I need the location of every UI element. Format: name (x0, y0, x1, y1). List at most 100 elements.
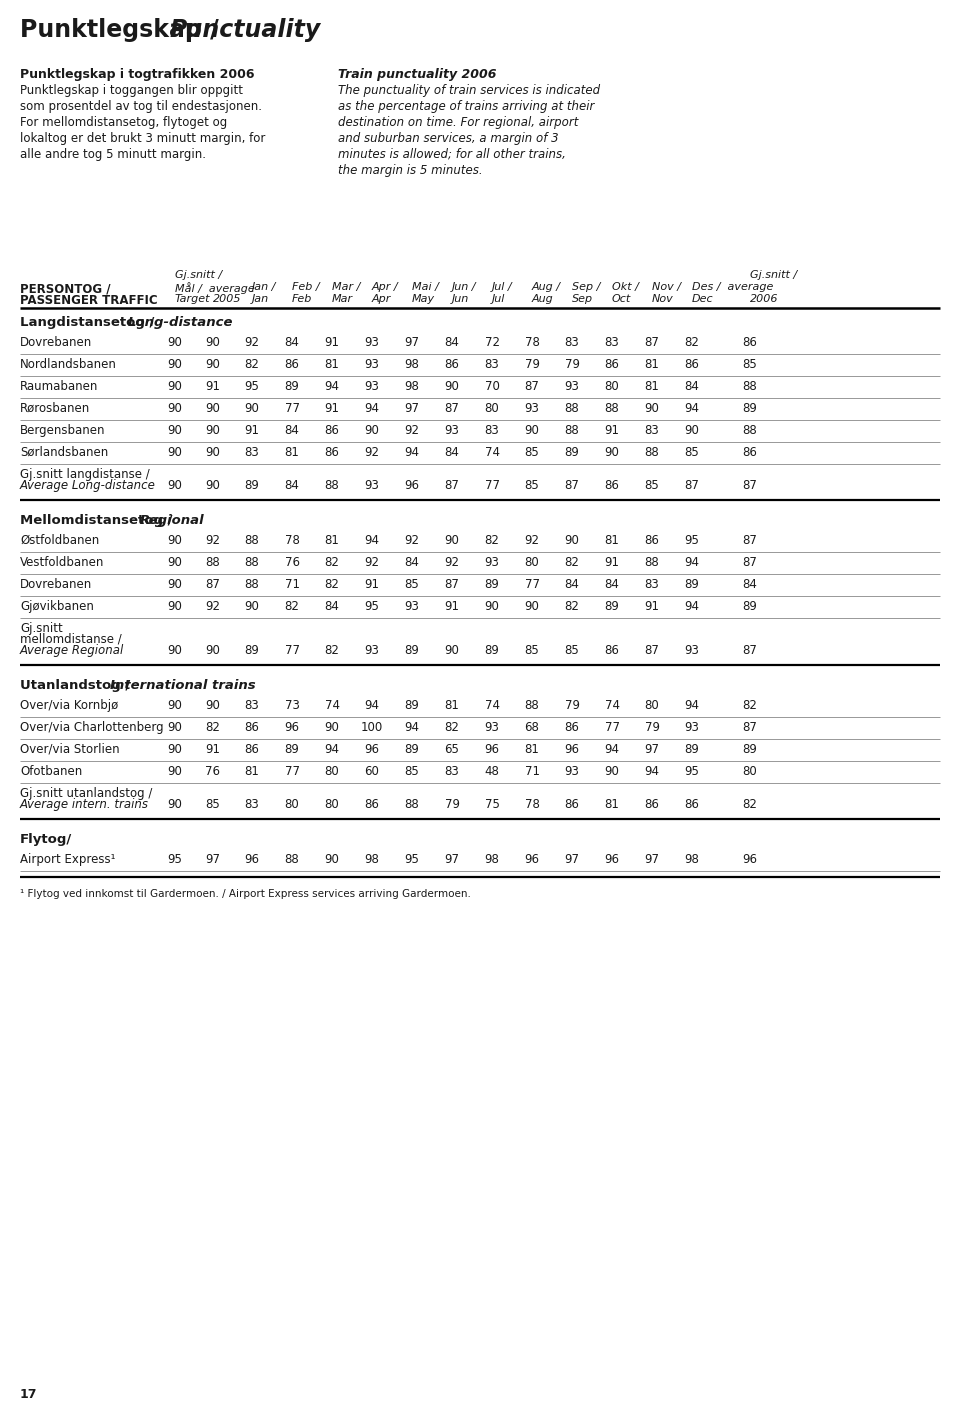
Text: 87: 87 (644, 643, 660, 658)
Text: 94: 94 (404, 446, 420, 459)
Text: 88: 88 (404, 799, 420, 811)
Text: 77: 77 (605, 721, 619, 734)
Text: 91: 91 (205, 380, 221, 394)
Text: 81: 81 (324, 533, 340, 547)
Text: May: May (412, 293, 435, 303)
Text: Punktlegskap i toggangen blir oppgitt: Punktlegskap i toggangen blir oppgitt (20, 85, 243, 97)
Text: 75: 75 (485, 799, 499, 811)
Text: 83: 83 (245, 446, 259, 459)
Text: 89: 89 (605, 600, 619, 612)
Text: 83: 83 (245, 799, 259, 811)
Text: 91: 91 (605, 556, 619, 569)
Text: ¹ Flytog ved innkomst til Gardermoen. / Airport Express services arriving Garder: ¹ Flytog ved innkomst til Gardermoen. / … (20, 889, 470, 899)
Text: 89: 89 (564, 446, 580, 459)
Text: Mai /: Mai / (412, 282, 439, 292)
Text: 89: 89 (284, 380, 300, 394)
Text: 82: 82 (743, 799, 757, 811)
Text: 79: 79 (524, 358, 540, 371)
Text: 92: 92 (524, 533, 540, 547)
Text: 95: 95 (168, 854, 182, 866)
Text: 86: 86 (245, 744, 259, 756)
Text: Jul: Jul (492, 293, 505, 303)
Text: 82: 82 (444, 721, 460, 734)
Text: 81: 81 (324, 358, 340, 371)
Text: 86: 86 (743, 446, 757, 459)
Text: 86: 86 (644, 799, 660, 811)
Text: 81: 81 (644, 358, 660, 371)
Text: Østfoldbanen: Østfoldbanen (20, 533, 99, 547)
Text: 95: 95 (245, 380, 259, 394)
Text: 94: 94 (644, 765, 660, 777)
Text: 85: 85 (404, 765, 420, 777)
Text: The punctuality of train services is indicated: The punctuality of train services is ind… (338, 85, 600, 97)
Text: 96: 96 (605, 854, 619, 866)
Text: 79: 79 (564, 358, 580, 371)
Text: 87: 87 (743, 643, 757, 658)
Text: Dec: Dec (692, 293, 713, 303)
Text: 88: 88 (564, 423, 580, 437)
Text: 81: 81 (524, 744, 540, 756)
Text: 90: 90 (168, 799, 182, 811)
Text: Rørosbanen: Rørosbanen (20, 402, 90, 415)
Text: 93: 93 (564, 765, 580, 777)
Text: Jun /: Jun / (452, 282, 476, 292)
Text: 93: 93 (365, 478, 379, 492)
Text: 88: 88 (245, 579, 259, 591)
Text: 76: 76 (205, 765, 221, 777)
Text: 89: 89 (404, 643, 420, 658)
Text: 95: 95 (365, 600, 379, 612)
Text: Average intern. trains: Average intern. trains (20, 799, 149, 811)
Text: 95: 95 (404, 854, 420, 866)
Text: 90: 90 (205, 336, 221, 349)
Text: 86: 86 (644, 533, 660, 547)
Text: 90: 90 (365, 423, 379, 437)
Text: 70: 70 (485, 380, 499, 394)
Text: 88: 88 (245, 533, 259, 547)
Text: Airport Express¹: Airport Express¹ (20, 854, 115, 866)
Text: 88: 88 (524, 698, 540, 713)
Text: 82: 82 (743, 698, 757, 713)
Text: 90: 90 (205, 402, 221, 415)
Text: 84: 84 (404, 556, 420, 569)
Text: 89: 89 (245, 478, 259, 492)
Text: 97: 97 (564, 854, 580, 866)
Text: 77: 77 (284, 643, 300, 658)
Text: 90: 90 (168, 446, 182, 459)
Text: 85: 85 (743, 358, 757, 371)
Text: Mar /: Mar / (332, 282, 360, 292)
Text: Over/via Charlottenberg: Over/via Charlottenberg (20, 721, 163, 734)
Text: 91: 91 (324, 402, 340, 415)
Text: 89: 89 (485, 579, 499, 591)
Text: 81: 81 (644, 380, 660, 394)
Text: 89: 89 (684, 579, 700, 591)
Text: 83: 83 (644, 423, 660, 437)
Text: 96: 96 (284, 721, 300, 734)
Text: 2005: 2005 (213, 293, 242, 303)
Text: minutes is allowed; for all other trains,: minutes is allowed; for all other trains… (338, 148, 565, 161)
Text: Gj.snitt langdistanse /: Gj.snitt langdistanse / (20, 468, 150, 481)
Text: 90: 90 (444, 380, 460, 394)
Text: 90: 90 (168, 765, 182, 777)
Text: lokaltog er det brukt 3 minutt margin, for: lokaltog er det brukt 3 minutt margin, f… (20, 133, 265, 145)
Text: 48: 48 (485, 765, 499, 777)
Text: Langdistansetog /: Langdistansetog / (20, 316, 159, 329)
Text: 89: 89 (485, 643, 499, 658)
Text: 90: 90 (684, 423, 700, 437)
Text: 94: 94 (324, 744, 340, 756)
Text: 93: 93 (485, 721, 499, 734)
Text: 87: 87 (524, 380, 540, 394)
Text: 93: 93 (365, 358, 379, 371)
Text: 81: 81 (284, 446, 300, 459)
Text: 97: 97 (205, 854, 221, 866)
Text: 83: 83 (245, 698, 259, 713)
Text: Gj.snitt /: Gj.snitt / (175, 270, 222, 279)
Text: 86: 86 (245, 721, 259, 734)
Text: 94: 94 (684, 600, 700, 612)
Text: 89: 89 (743, 402, 757, 415)
Text: 80: 80 (485, 402, 499, 415)
Text: 98: 98 (404, 358, 420, 371)
Text: 96: 96 (404, 478, 420, 492)
Text: Gj.snitt /: Gj.snitt / (750, 270, 797, 279)
Text: 60: 60 (365, 765, 379, 777)
Text: Target: Target (175, 293, 210, 303)
